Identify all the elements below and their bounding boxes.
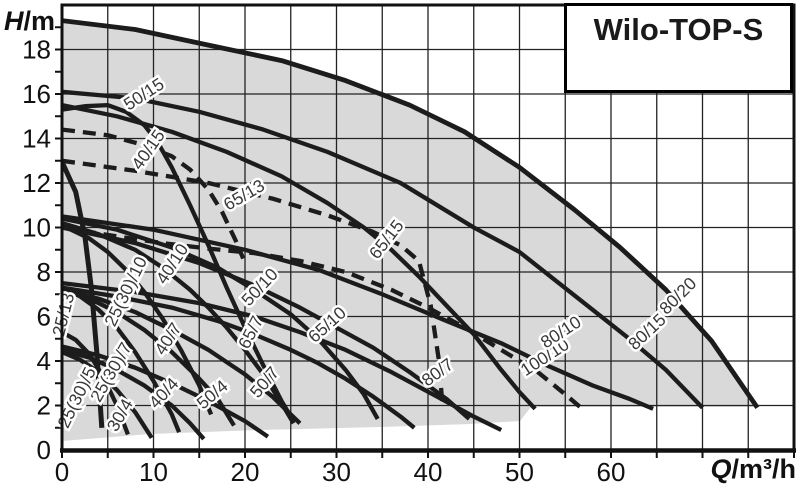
curve-50/15 — [62, 102, 293, 418]
curve-40/4 — [62, 347, 206, 441]
curve-50/10 — [62, 216, 380, 420]
y-tick-label-4: 4 — [37, 346, 51, 376]
curve-100/10 — [62, 225, 585, 412]
x-tick-label-20: 20 — [231, 457, 260, 487]
x-tick-label-30: 30 — [322, 457, 351, 487]
curve-80/7 — [62, 280, 503, 432]
curve-50/4 — [62, 344, 270, 439]
y-axis-title-symbol: H — [4, 6, 24, 36]
x-tick-label-10: 10 — [139, 457, 168, 487]
y-axis-title: H/m — [4, 6, 55, 37]
curve-50/7 — [62, 287, 302, 425]
x-axis-title-unit: /m³/h — [731, 454, 797, 484]
curve-25(30)/5 — [62, 330, 130, 436]
x-tick-label-0: 0 — [55, 457, 69, 487]
x-tick-label-40: 40 — [414, 457, 443, 487]
x-tick-label-50: 50 — [505, 457, 534, 487]
curve-40/15 — [62, 127, 246, 260]
y-tick-label-18: 18 — [22, 35, 51, 65]
curve-65/7 — [62, 285, 416, 430]
brand-label: Wilo-TOP-S — [593, 12, 764, 47]
y-tick-label-14: 14 — [22, 124, 51, 154]
y-tick-label-16: 16 — [22, 79, 51, 109]
curve-40/10 — [62, 221, 296, 425]
curve-65/10 — [62, 225, 471, 421]
curve-80/10 — [62, 214, 654, 411]
y-tick-label-10: 10 — [22, 213, 51, 243]
curve-40/7 — [62, 287, 236, 427]
curve-65/13 — [62, 158, 445, 408]
curve-30/4 — [62, 350, 154, 439]
y-tick-label-2: 2 — [37, 391, 51, 421]
curve-80/15 — [62, 89, 705, 410]
curve-65/15 — [62, 102, 537, 411]
y-tick-label-0: 0 — [37, 435, 51, 465]
y-tick-label-12: 12 — [22, 168, 51, 198]
y-axis-title-unit: /m — [23, 6, 56, 36]
x-tick-label-60: 60 — [597, 457, 626, 487]
x-axis-title-symbol: Q — [710, 454, 732, 484]
curve-80/20 — [62, 18, 760, 410]
y-tick-label-8: 8 — [37, 257, 51, 287]
brand-box: Wilo-TOP-S — [564, 3, 793, 93]
y-tick-label-6: 6 — [37, 302, 51, 332]
x-axis-title: Q/m³/h — [710, 454, 796, 485]
